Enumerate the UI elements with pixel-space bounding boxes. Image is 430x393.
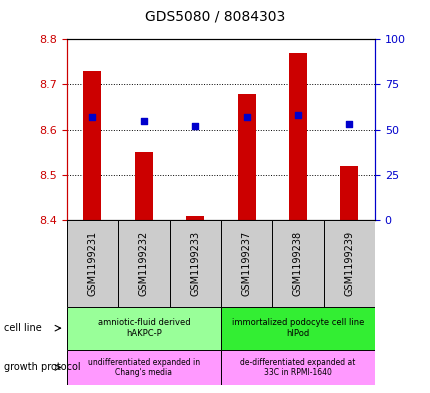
Point (294, 112, 301, 118)
Text: growth protocol: growth protocol (4, 362, 81, 373)
Point (243, 114, 249, 120)
Text: GSM1199239: GSM1199239 (344, 231, 353, 296)
Bar (323, 220, 374, 307)
Text: cell line: cell line (4, 323, 42, 333)
Bar (288, 53, 306, 220)
Text: de-differentiated expanded at
33C in RPMI-1640: de-differentiated expanded at 33C in RPM… (240, 358, 355, 377)
Text: GSM1199231: GSM1199231 (87, 231, 97, 296)
Text: undifferentiated expanded in
Chang's media: undifferentiated expanded in Chang's med… (88, 358, 200, 377)
Bar (221, 307, 374, 350)
Bar (67, 350, 221, 385)
Bar (135, 152, 153, 220)
Text: amniotic-fluid derived
hAKPC-P: amniotic-fluid derived hAKPC-P (97, 318, 190, 338)
Bar (272, 220, 323, 307)
Bar (83, 71, 101, 220)
Bar (340, 166, 357, 220)
Text: GSM1199232: GSM1199232 (138, 231, 148, 296)
Point (191, 123, 198, 129)
Point (140, 118, 147, 124)
Text: GDS5080 / 8084303: GDS5080 / 8084303 (145, 10, 285, 24)
Text: GSM1199238: GSM1199238 (292, 231, 302, 296)
Text: GSM1199237: GSM1199237 (241, 231, 251, 296)
Point (89, 114, 96, 120)
Bar (237, 94, 255, 220)
Bar (67, 307, 221, 350)
Bar (67, 220, 118, 307)
Bar (221, 220, 272, 307)
Text: GSM1199233: GSM1199233 (190, 231, 200, 296)
Bar (169, 220, 220, 307)
Point (345, 121, 352, 127)
Bar (221, 350, 374, 385)
Text: immortalized podocyte cell line
hIPod: immortalized podocyte cell line hIPod (231, 318, 363, 338)
Bar (118, 220, 169, 307)
Bar (186, 215, 204, 220)
